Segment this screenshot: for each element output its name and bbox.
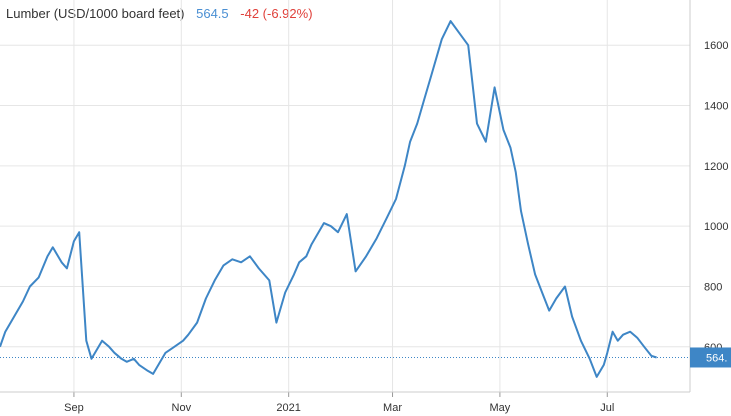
x-tick-label: May [490, 402, 511, 414]
x-tick-label: Sep [64, 402, 84, 414]
price-change: -42 (-6.92%) [240, 6, 313, 21]
x-tick-label: Mar [383, 402, 402, 414]
y-tick-label: 1200 [704, 161, 728, 173]
series-line-lumber [0, 20, 657, 378]
grid-layer [0, 44, 690, 348]
y-tick-label: 800 [704, 281, 722, 293]
last-price: 564.5 [196, 6, 229, 21]
x-tick-label: Nov [172, 402, 192, 414]
y-tick-label: 1400 [704, 101, 728, 113]
y-axis-ticks: 6008001000120014001600 [704, 40, 728, 354]
y-tick-label: 1000 [704, 221, 728, 233]
last-price-badge-bg [690, 347, 731, 368]
x-tick-label: 2021 [276, 402, 300, 414]
x-grid-layer [0, 0, 691, 397]
x-axis-ticks: Sep Nov 2021 Mar May Jul [64, 402, 614, 414]
instrument-name: Lumber (USD/1000 board feet) [6, 6, 185, 21]
last-price-badge: 564. [690, 347, 731, 368]
x-tick-label: Jul [600, 402, 614, 414]
chart-header: Lumber (USD/1000 board feet) 564.5 -42 (… [6, 6, 313, 21]
last-price-badge-label: 564. [706, 352, 727, 364]
y-tick-label: 1600 [704, 40, 728, 52]
